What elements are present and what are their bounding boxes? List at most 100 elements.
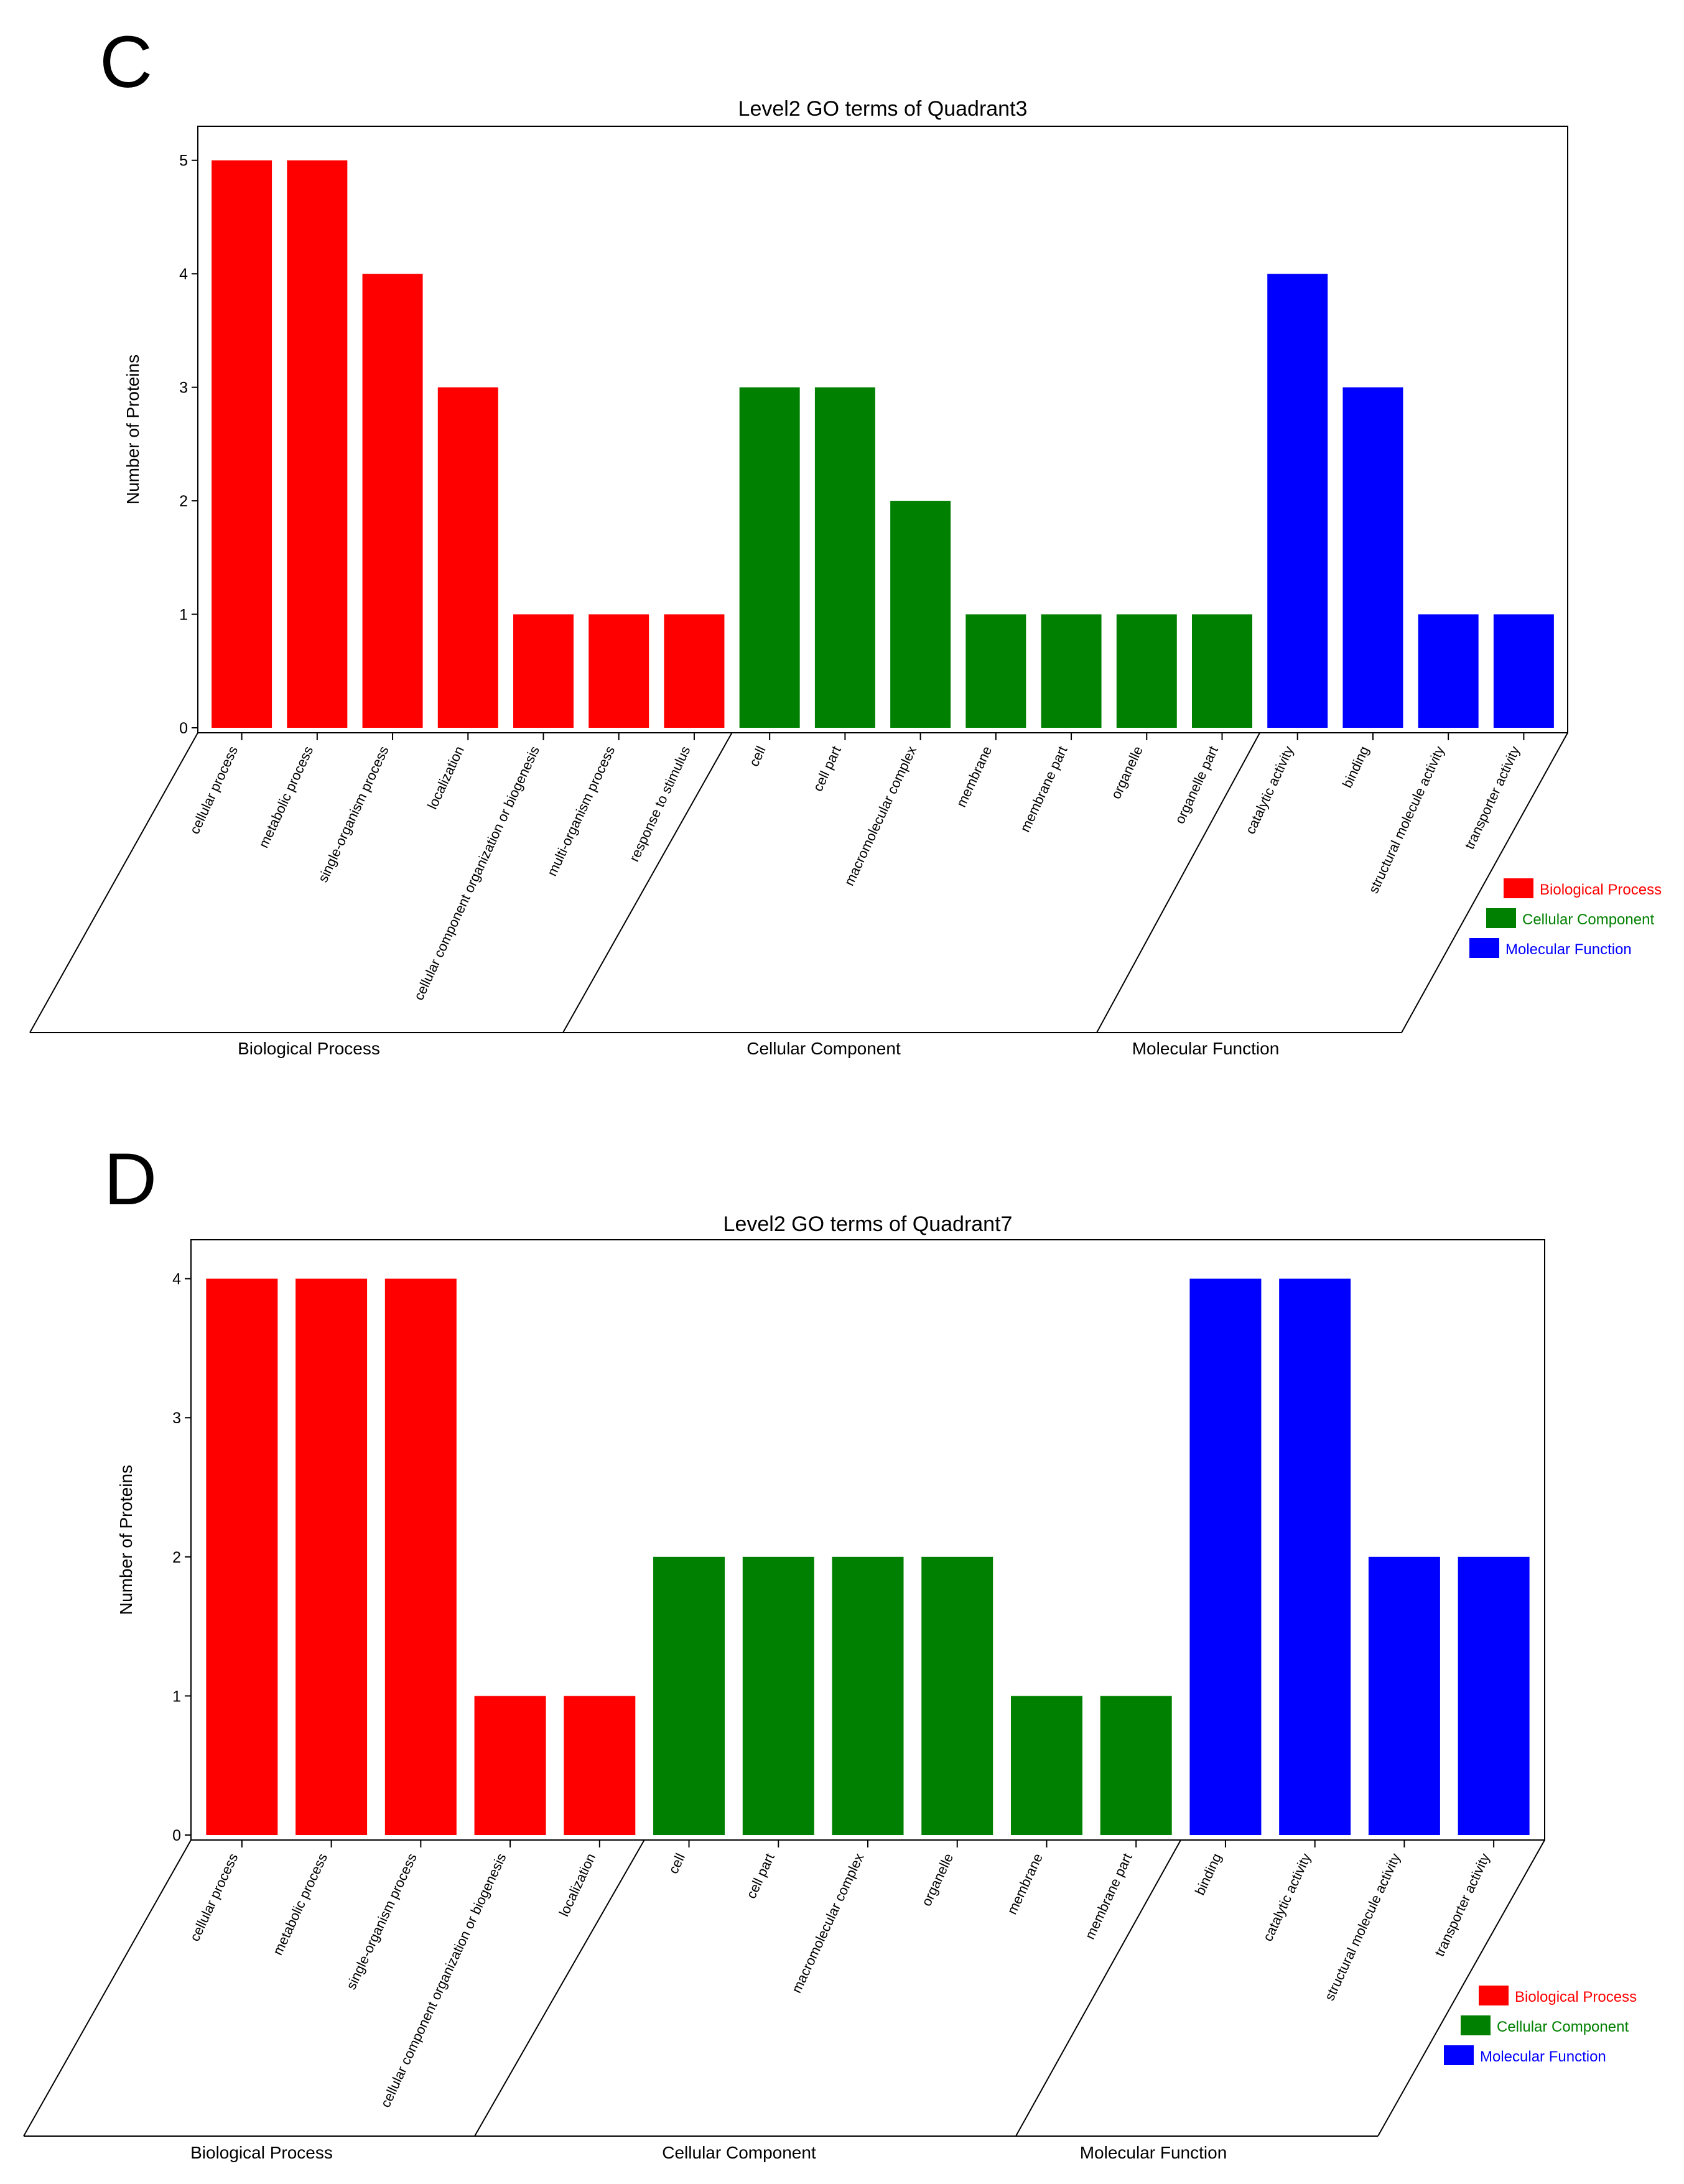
legend-swatch-biological-process — [1504, 878, 1533, 898]
panel-label: D — [104, 1138, 157, 1220]
legend-label-molecular-function: Molecular Function — [1505, 941, 1632, 958]
x-tick-label-cell: cell — [746, 744, 769, 769]
x-tick-label-multi-organism-process: multi-organism process — [544, 744, 618, 879]
bar-catalytic-activity — [1279, 1278, 1351, 1835]
bar-binding — [1342, 387, 1403, 728]
x-tick-label-metabolic-process: metabolic process — [270, 1851, 331, 1958]
bar-membrane — [965, 614, 1026, 728]
bar-membrane-part — [1041, 614, 1102, 728]
bar-multi-organism-process — [588, 614, 649, 728]
x-tick-label-organelle-part: organelle part — [1172, 744, 1222, 827]
x-tick-label-metabolic-process: metabolic process — [256, 744, 317, 850]
bar-transporter-activity — [1493, 614, 1554, 728]
y-tick-label: 3 — [179, 379, 188, 397]
x-tick-label-cell: cell — [665, 1851, 688, 1876]
bar-catalytic-activity — [1267, 274, 1328, 728]
bar-metabolic-process — [295, 1278, 368, 1835]
legend-label-biological-process: Biological Process — [1515, 1989, 1637, 2005]
x-tick-label-cellular-component-organization-or-biogenesis: cellular component organization or bioge… — [411, 744, 542, 1003]
x-tick-label-localization: localization — [556, 1851, 599, 1919]
group-divider — [23, 1839, 192, 2137]
x-tick-label-cell-part: cell part — [743, 1851, 778, 1901]
y-tick-label: 3 — [172, 1410, 181, 1427]
y-tick-label: 4 — [172, 1271, 181, 1288]
chart-title: Level2 GO terms of Quadrant7 — [723, 1212, 1013, 1236]
bar-membrane — [1010, 1696, 1082, 1835]
bar-transporter-activity — [1458, 1556, 1530, 1835]
x-tick-label-structural-molecule-activity: structural molecule activity — [1321, 1851, 1403, 2003]
bar-organelle — [1116, 614, 1177, 728]
x-tick-label-membrane-part: membrane part — [1017, 744, 1071, 835]
x-tick-label-single-organism-process: single-organism process — [315, 744, 391, 885]
x-tick-label-binding: binding — [1192, 1851, 1225, 1898]
legend-swatch-molecular-function — [1444, 2045, 1474, 2065]
x-tick-label-membrane: membrane — [953, 744, 995, 810]
x-tick-label-catalytic-activity: catalytic activity — [1242, 744, 1296, 837]
group-divider — [562, 732, 733, 1033]
y-tick-label: 5 — [179, 152, 188, 170]
x-tick-label-organelle: organelle — [1108, 744, 1146, 802]
x-tick-label-macromolecular-complex: macromolecular complex — [789, 1851, 867, 1996]
bar-structural-molecule-activity — [1418, 614, 1479, 728]
bar-single-organism-process — [362, 274, 423, 728]
x-tick-label-localization: localization — [424, 744, 467, 812]
bar-structural-molecule-activity — [1368, 1556, 1440, 1835]
panel-c: C Level2 GO terms of Quadrant3 0 1 2 3 4 5 Numbe… — [29, 21, 1662, 1058]
y-tick-label: 4 — [179, 266, 188, 283]
y-tick-label: 2 — [179, 493, 188, 510]
legend-swatch-cellular-component — [1461, 2015, 1491, 2035]
y-tick-label: 1 — [172, 1688, 181, 1705]
x-tick-label-membrane: membrane — [1004, 1851, 1046, 1917]
plot-frame — [197, 126, 1568, 733]
legend-label-cellular-component: Cellular Component — [1522, 911, 1654, 928]
bar-organelle — [921, 1556, 993, 1835]
x-tick-label-membrane-part: membrane part — [1082, 1851, 1135, 1942]
group-label-cellular-component: Cellular Component — [662, 2143, 816, 2162]
group-divider — [1015, 1839, 1181, 2137]
bar-cell — [739, 387, 800, 728]
x-tick-label-catalytic-activity: catalytic activity — [1260, 1851, 1314, 1944]
x-tick-label-organelle: organelle — [918, 1851, 956, 1909]
bar-metabolic-process — [287, 160, 348, 728]
bar-cellular-component-organization-or-biogenesis — [474, 1696, 546, 1835]
bar-cell — [653, 1556, 725, 1835]
group-divider — [29, 732, 198, 1033]
bar-localization — [437, 387, 498, 728]
y-axis-label: Number of Proteins — [116, 1465, 136, 1615]
bar-macromolecular-complex — [890, 501, 951, 728]
panel-label: C — [100, 21, 152, 103]
legend-swatch-cellular-component — [1486, 908, 1516, 928]
bar-cell-part — [814, 387, 875, 728]
group-label-biological-process: Biological Process — [238, 1039, 380, 1058]
x-tick-label-macromolecular-complex: macromolecular complex — [841, 744, 919, 888]
group-divider — [1377, 1839, 1545, 2137]
panel-d: D Level2 GO terms of Quadrant7 0 1 2 3 4 Number… — [23, 1138, 1637, 2162]
x-tick-label-response-to-stimulus: response to stimulus — [626, 744, 694, 864]
group-divider — [1096, 732, 1260, 1033]
group-label-molecular-function: Molecular Function — [1132, 1039, 1280, 1058]
bar-organelle-part — [1192, 614, 1252, 728]
legend-swatch-biological-process — [1479, 1986, 1509, 2005]
x-tick-label-transporter-activity: transporter activity — [1431, 1851, 1493, 1959]
legend-swatch-molecular-function — [1469, 938, 1499, 958]
bar-single-organism-process — [384, 1278, 457, 1835]
x-tick-label-transporter-activity: transporter activity — [1461, 744, 1523, 852]
legend-label-cellular-component: Cellular Component — [1497, 2019, 1629, 2035]
y-axis-label: Number of Proteins — [123, 355, 142, 504]
y-tick-label: 2 — [172, 1549, 181, 1566]
bar-cellular-process — [212, 160, 272, 728]
bar-response-to-stimulus — [664, 614, 725, 728]
bar-localization — [564, 1696, 636, 1835]
x-tick-label-single-organism-process: single-organism process — [343, 1851, 419, 1992]
bar-membrane-part — [1100, 1696, 1172, 1835]
group-label-cellular-component: Cellular Component — [747, 1039, 901, 1058]
group-divider — [474, 1839, 645, 2137]
bar-binding — [1189, 1278, 1262, 1835]
bar-cell-part — [742, 1556, 814, 1835]
group-label-biological-process: Biological Process — [190, 2143, 333, 2162]
x-tick-label-structural-molecule-activity: structural molecule activity — [1365, 744, 1448, 896]
legend-label-molecular-function: Molecular Function — [1480, 2048, 1606, 2065]
bar-macromolecular-complex — [832, 1556, 904, 1835]
group-divider — [1401, 732, 1568, 1033]
